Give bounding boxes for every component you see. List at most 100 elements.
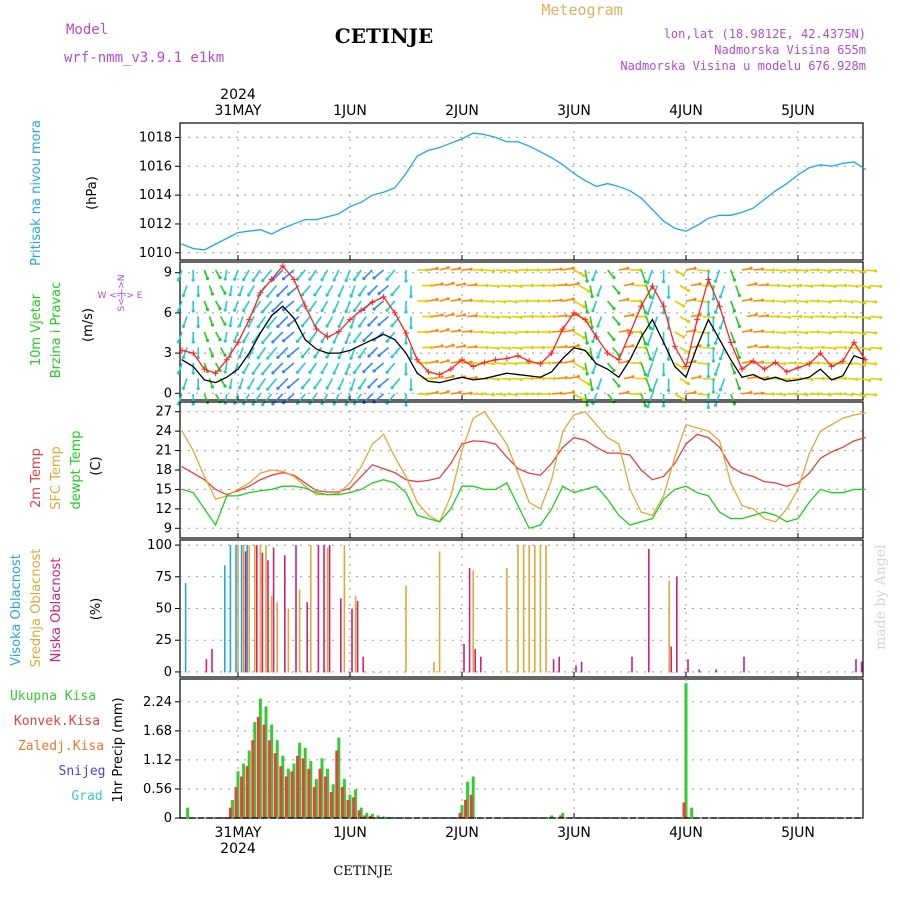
wind-arrow-head	[218, 307, 222, 311]
wind-speed-point	[618, 376, 620, 378]
wind-arrow-head	[874, 393, 878, 397]
temp2m-point	[215, 488, 217, 491]
total-precip-bar	[286, 768, 290, 818]
wind-gust-point	[324, 334, 331, 341]
wind-arrow	[606, 331, 615, 341]
wind-arrow-head	[247, 293, 251, 297]
wind-arrow-head	[247, 355, 251, 359]
pressure-point	[618, 185, 620, 188]
wind-arrow-head	[541, 376, 546, 381]
wind-arrow-head	[821, 314, 826, 319]
pressure-point	[663, 220, 665, 222]
cloud-ytick-label: 100	[147, 538, 172, 553]
wind-arrow-head	[308, 339, 312, 343]
wind-arrow-head	[210, 354, 215, 358]
wind-arrow-head	[732, 402, 736, 406]
total-precip-bar	[298, 742, 302, 818]
wind-gust-point	[817, 350, 824, 357]
conv-precip-bar	[307, 768, 311, 818]
wind-gust-point	[347, 316, 353, 323]
wind-arrow-head	[344, 309, 348, 314]
precipitation-ytick-label: 0.56	[143, 782, 172, 797]
wind-arrow	[870, 377, 881, 381]
wind-arrow	[647, 393, 654, 407]
temp-unit: (C)	[89, 456, 104, 475]
sfc-temp-point	[842, 417, 844, 419]
wind-arrow-head	[295, 308, 300, 312]
pressure-point	[685, 230, 687, 232]
wind-speed-point	[808, 376, 810, 378]
wind-arrow-head	[643, 310, 647, 315]
mid-cloud-bar	[259, 545, 262, 673]
wind-speed-point	[819, 368, 822, 370]
wind-arrow	[562, 329, 574, 333]
wind-arrow-head	[591, 401, 595, 406]
wind-arrow-head	[879, 346, 883, 351]
wind-arrow-head	[276, 355, 280, 359]
mid-cloud-bar	[517, 545, 519, 673]
mid-cloud-bar	[270, 595, 273, 673]
wind-arrow	[562, 267, 574, 271]
pressure-point	[282, 227, 284, 229]
wind-speed-point	[842, 375, 844, 377]
wind-arrow	[301, 377, 311, 389]
wind-arrow-head	[553, 314, 557, 319]
wind-arrow	[378, 315, 390, 326]
wind-arrow-head	[308, 308, 312, 312]
dewpoint-point	[282, 485, 284, 487]
wind-arrow-head	[530, 376, 535, 381]
low-cloud-bar	[356, 600, 359, 673]
wind-arrow-head	[191, 402, 195, 406]
pressure-point	[831, 165, 833, 167]
wind-arrow	[679, 315, 689, 323]
wind-arrow-head	[686, 319, 691, 324]
conv-precip-bar	[234, 786, 238, 818]
high-cloud-bar	[739, 671, 741, 673]
wind-arrow-head	[435, 390, 439, 395]
wind-arrow-head	[718, 357, 723, 361]
temp2m-point	[495, 443, 497, 445]
wind-arrow-head	[446, 328, 450, 332]
wind-arrow	[573, 269, 585, 277]
pressure-point	[842, 162, 844, 164]
wind-arrow-head	[541, 345, 546, 350]
wind-arrow	[353, 300, 362, 311]
pressure-point	[629, 190, 631, 192]
sfc-temp-point	[808, 453, 810, 455]
temp2m-label: 2m Temp	[29, 448, 44, 508]
dewpoint-point	[192, 492, 194, 494]
wind-gust-point	[515, 352, 521, 359]
wind-arrow-head	[313, 355, 317, 359]
wind-arrow-head	[576, 375, 580, 379]
wind-arrow-head	[390, 386, 394, 390]
total-precip-bar	[253, 722, 257, 818]
dewpoint-point	[629, 524, 631, 526]
dewpoint-point	[528, 527, 530, 529]
wind-arrow	[386, 362, 396, 373]
wind-arrow-head	[863, 394, 867, 398]
low-cloud-bar	[244, 551, 247, 673]
wind-arrow-head	[256, 387, 260, 391]
temperature-ytick-label: 15	[155, 482, 172, 497]
conv-precip-bar	[368, 815, 372, 818]
wind-arrow-head	[320, 308, 324, 313]
wind-arrow	[345, 300, 351, 312]
wind-gust-point	[604, 350, 611, 357]
dewpoint-point	[506, 482, 508, 484]
wind-arrow	[283, 362, 295, 373]
wind-arrow-head	[788, 377, 792, 381]
wind-arrow-head	[718, 388, 723, 392]
wind-arrow-head	[480, 392, 484, 396]
pressure-unit: (hPa)	[85, 176, 100, 210]
wind-unit: (m/s)	[81, 308, 96, 342]
wind-arrow	[606, 362, 615, 372]
wind-arrow	[363, 269, 373, 280]
wind-arrow-head	[662, 280, 666, 284]
wind-arrow	[252, 331, 262, 343]
dewpoint-point	[730, 517, 732, 520]
wind-arrow	[350, 378, 356, 390]
wind-arrow-head	[325, 355, 329, 359]
wind-arrow	[825, 284, 836, 288]
wind-arrow	[314, 285, 323, 296]
high-cloud-bar	[240, 545, 243, 673]
